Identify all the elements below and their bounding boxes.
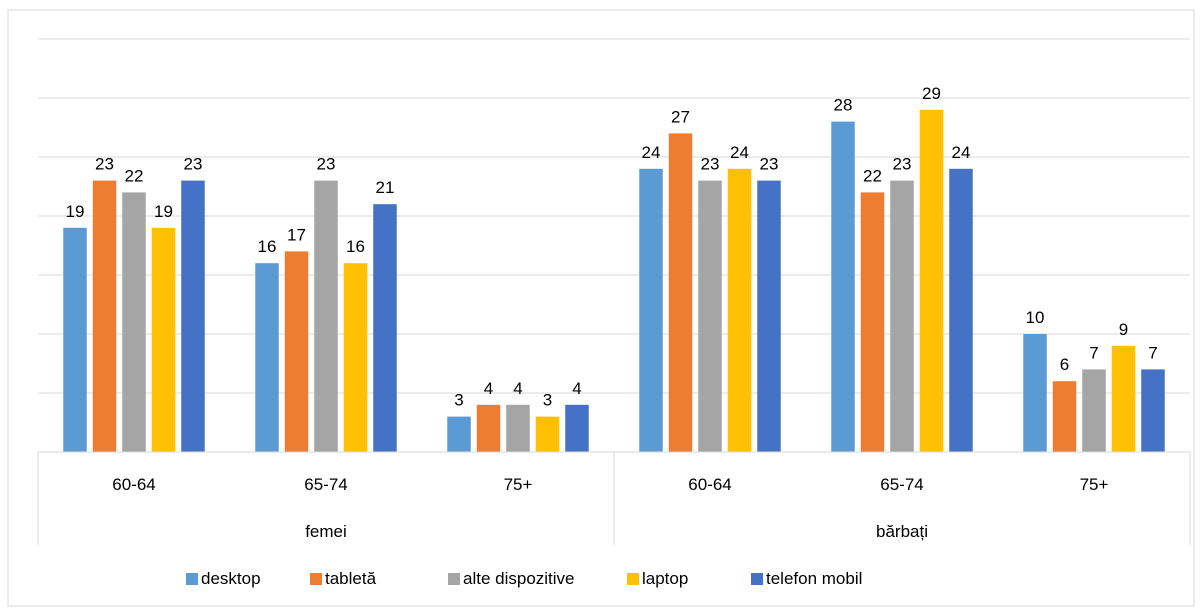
bar — [1141, 369, 1165, 452]
bar — [831, 121, 855, 452]
data-label: 22 — [863, 166, 882, 185]
legend: desktop tabletă alte dispozitive laptop tele… — [186, 569, 862, 588]
data-label: 4 — [484, 379, 493, 398]
x-tick-label: 60-64 — [688, 475, 731, 494]
bar — [565, 404, 589, 452]
legend-swatch — [627, 573, 639, 585]
data-label: 21 — [376, 178, 395, 197]
legend-swatch — [751, 573, 763, 585]
data-label: 23 — [893, 155, 912, 174]
bar — [63, 227, 87, 452]
bar — [255, 263, 279, 452]
data-label: 19 — [66, 202, 85, 221]
data-label: 23 — [184, 155, 203, 174]
bar — [1082, 369, 1106, 452]
data-label: 29 — [922, 84, 941, 103]
data-label: 23 — [317, 155, 336, 174]
data-label: 24 — [952, 143, 971, 162]
bar — [181, 180, 205, 452]
bar — [757, 180, 781, 452]
x-tick-label: 65-74 — [304, 475, 347, 494]
chart-border — [7, 9, 1195, 607]
x-axis: 60-64 65-74 75+ 60-64 65-74 75+ femei bărbați — [37, 451, 1191, 545]
bar — [698, 180, 722, 452]
data-label: 17 — [287, 225, 306, 244]
legend-label: laptop — [642, 569, 688, 588]
legend-swatch — [448, 573, 460, 585]
data-label: 4 — [513, 379, 522, 398]
bar — [314, 180, 338, 452]
legend-label: desktop — [201, 569, 261, 588]
data-label: 28 — [834, 96, 853, 115]
bar — [506, 404, 530, 452]
x-tick-label: 65-74 — [880, 475, 923, 494]
bar — [949, 168, 973, 453]
data-label: 6 — [1060, 355, 1069, 374]
group-label: femei — [305, 522, 347, 541]
data-label: 9 — [1119, 320, 1128, 339]
x-tick-label: 60-64 — [112, 475, 155, 494]
data-label: 4 — [572, 379, 581, 398]
data-label: 7 — [1148, 343, 1157, 362]
data-label: 27 — [671, 107, 690, 126]
bar — [727, 168, 752, 453]
data-label: 19 — [154, 202, 173, 221]
bar — [122, 192, 146, 452]
data-label: 10 — [1026, 308, 1045, 327]
bar — [373, 204, 397, 452]
bar — [343, 263, 368, 452]
group-label: bărbați — [876, 522, 928, 541]
bar — [476, 404, 501, 452]
data-label: 23 — [760, 155, 779, 174]
data-label: 3 — [454, 391, 463, 410]
data-label: 16 — [346, 237, 365, 256]
legend-swatch — [310, 573, 322, 585]
bars — [63, 109, 1165, 453]
data-labels: 19 23 22 19 23 16 17 23 16 21 3 4 4 3 4 24 27 23 24 23 28 22 2… — [66, 84, 1158, 410]
bar — [535, 416, 560, 452]
bar — [1023, 334, 1047, 452]
cropped-heading — [0, 0, 660, 4]
bar — [668, 133, 693, 452]
bar — [919, 109, 944, 453]
data-label: 16 — [258, 237, 277, 256]
bar — [92, 180, 117, 452]
data-label: 23 — [95, 155, 114, 174]
legend-swatch — [186, 573, 198, 585]
data-label: 24 — [642, 143, 661, 162]
bar — [890, 180, 914, 452]
data-label: 3 — [543, 391, 552, 410]
bar — [447, 416, 471, 452]
bar — [1111, 345, 1136, 452]
bar — [1052, 381, 1077, 452]
legend-label: alte dispozitive — [463, 569, 575, 588]
data-label: 24 — [730, 143, 749, 162]
data-label: 7 — [1089, 343, 1098, 362]
x-tick-label: 75+ — [504, 475, 533, 494]
bar — [860, 192, 885, 452]
bar — [639, 168, 663, 453]
legend-label: tabletă — [325, 569, 377, 588]
data-label: 23 — [701, 155, 720, 174]
x-tick-label: 75+ — [1080, 475, 1109, 494]
gridlines — [38, 38, 1190, 394]
data-label: 22 — [125, 166, 144, 185]
bar — [284, 251, 309, 452]
legend-label: telefon mobil — [766, 569, 862, 588]
bar — [151, 227, 176, 452]
